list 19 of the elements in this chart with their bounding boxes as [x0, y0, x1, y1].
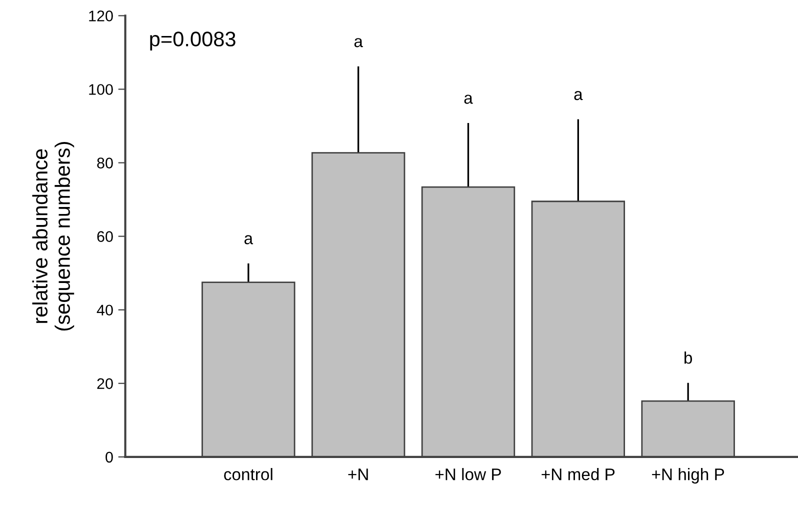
annotation: a [574, 91, 583, 100]
y-tick-label: 20 [97, 378, 113, 390]
y-tick-label: 0 [106, 452, 113, 463]
y-axis-title: relative abundance (sequence numbers) [32, 142, 74, 331]
x-tick-label: control [224, 468, 272, 480]
y-tick-label: 40 [96, 304, 113, 316]
x-tick-label: +N high P [652, 468, 724, 484]
annotation: a [464, 94, 473, 104]
annotation: a [244, 235, 254, 244]
y-tick-label: 120 [89, 10, 113, 22]
y-tick-label: 60 [97, 231, 113, 242]
x-tick-label: +N [348, 468, 368, 480]
annotation: a [354, 38, 363, 48]
y-tick-label: 100 [89, 84, 113, 95]
x-tick-label: +N low P [435, 468, 501, 480]
annotation: p=0.0083 [150, 32, 236, 51]
x-tick-label: +N med P [542, 468, 615, 480]
y-tick-label: 80 [97, 158, 113, 168]
annotation: b [684, 352, 692, 364]
